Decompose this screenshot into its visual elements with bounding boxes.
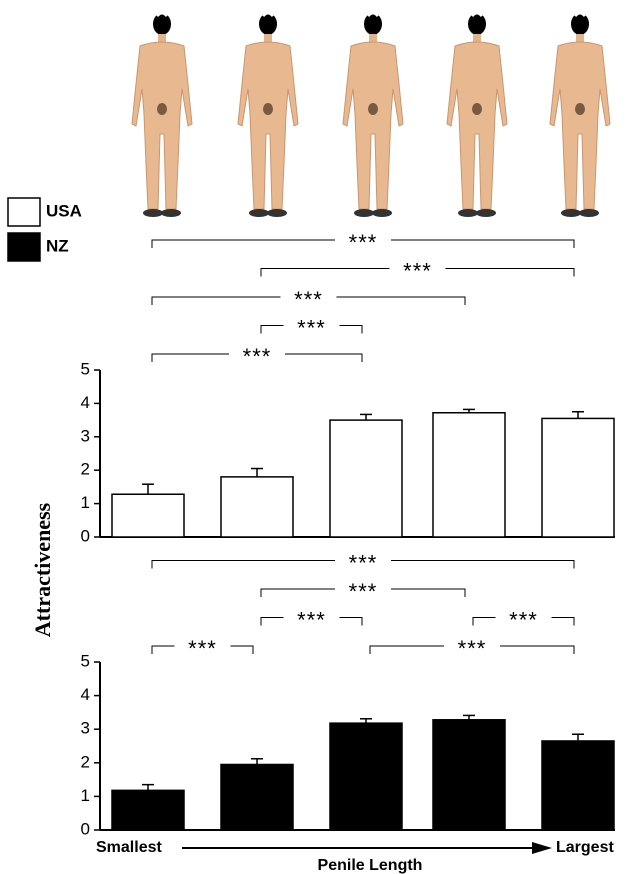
significance-label: *** bbox=[403, 258, 432, 283]
figures bbox=[132, 13, 610, 217]
y-tick-label: 3 bbox=[81, 426, 90, 445]
y-tick-label: 5 bbox=[81, 359, 90, 378]
body-figure bbox=[238, 13, 298, 217]
significance-label: *** bbox=[297, 315, 326, 340]
y-tick-label: 1 bbox=[81, 493, 90, 512]
legend-swatch bbox=[8, 233, 40, 261]
y-tick-label: 2 bbox=[81, 460, 90, 479]
legend-swatch bbox=[8, 198, 40, 226]
significance-label: *** bbox=[509, 607, 538, 632]
y-axis-label: Attractiveness bbox=[30, 502, 55, 637]
x-arrow-head bbox=[532, 842, 552, 854]
y-tick-label: 0 bbox=[81, 819, 90, 838]
bar bbox=[112, 494, 184, 537]
bar bbox=[433, 720, 505, 830]
body-figure bbox=[447, 13, 507, 217]
bar bbox=[542, 741, 614, 830]
y-tick-label: 1 bbox=[81, 786, 90, 805]
significance-label: *** bbox=[458, 636, 487, 661]
body-figure bbox=[132, 13, 192, 217]
bar bbox=[221, 477, 293, 537]
y-tick-label: 3 bbox=[81, 719, 90, 738]
x-axis-label: Penile Length bbox=[318, 857, 423, 874]
y-tick-label: 4 bbox=[81, 685, 90, 704]
bar bbox=[221, 764, 293, 830]
x-end-label: Largest bbox=[556, 839, 614, 856]
legend-label: USA bbox=[46, 201, 82, 220]
body-figure bbox=[343, 13, 403, 217]
significance-label: *** bbox=[297, 607, 326, 632]
y-tick-label: 0 bbox=[81, 526, 90, 545]
bar bbox=[330, 420, 402, 537]
significance-label: *** bbox=[349, 550, 378, 575]
bar bbox=[112, 790, 184, 830]
body-figure bbox=[550, 13, 610, 217]
legend-label: NZ bbox=[46, 236, 69, 255]
y-tick-label: 4 bbox=[81, 393, 90, 412]
significance-label: *** bbox=[294, 287, 323, 312]
figure: Attractiveness Penile Length Smallest La… bbox=[0, 0, 630, 874]
significance-label: *** bbox=[349, 579, 378, 604]
x-start-label: Smallest bbox=[96, 839, 162, 856]
bar bbox=[433, 413, 505, 537]
bar bbox=[542, 418, 614, 537]
page: {"chart_data": [ {"type": "bar", "catego… bbox=[0, 0, 630, 874]
y-tick-label: 5 bbox=[81, 651, 90, 670]
significance-label: *** bbox=[188, 636, 217, 661]
significance-label: *** bbox=[349, 230, 378, 255]
significance-label: *** bbox=[243, 344, 272, 369]
bar bbox=[330, 723, 402, 830]
y-tick-label: 2 bbox=[81, 752, 90, 771]
